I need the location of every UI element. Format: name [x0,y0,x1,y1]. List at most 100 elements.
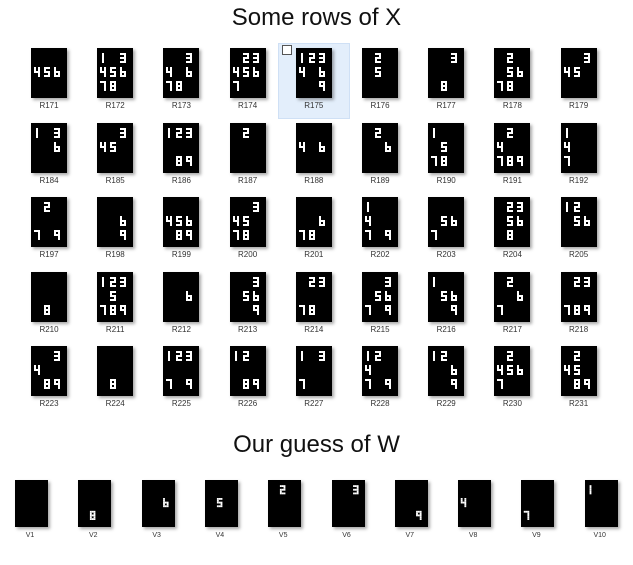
row-thumbnail-R231[interactable]: R231 [544,342,614,416]
w-thumbnail-V2[interactable]: V2 [66,470,120,548]
digit-8-glyph [507,155,514,166]
digit-5-glyph [507,216,514,226]
w-label: V10 [593,532,606,539]
digit-2-glyph [242,127,249,138]
row-thumbnail-R177[interactable]: R177 [411,44,481,118]
row-thumbnail-R175[interactable]: R175 [277,43,350,119]
digit-4-glyph [100,67,107,77]
digit-6-glyph [517,365,524,375]
row-thumbnail-R211[interactable]: R211 [80,268,150,342]
row-thumbnail-R201[interactable]: R201 [279,193,349,267]
digit-5-glyph [242,290,249,301]
digit-5-glyph [441,290,448,301]
row-thumbnail-R212[interactable]: R212 [146,268,216,342]
digit-7-glyph [232,230,239,240]
digit-6-glyph [517,67,524,77]
row-thumbnail-R205[interactable]: R205 [544,193,614,267]
row-thumbnail-R191[interactable]: R191 [477,119,547,193]
digit-6-glyph [517,290,524,301]
row-image [560,122,597,173]
row-thumbnail-R224[interactable]: R224 [80,342,150,416]
row-thumbnail-R178[interactable]: R178 [477,44,547,118]
w-thumbnail-V4[interactable]: V4 [193,470,247,548]
row-label: R204 [502,250,522,259]
digit-4-glyph [365,365,371,375]
row-thumbnail-R230[interactable]: R230 [477,342,547,416]
digit-2-glyph [507,351,514,361]
digit-7-glyph [298,230,305,240]
row-thumbnail-R185[interactable]: R185 [80,119,150,193]
digit-thumbnail-svg [295,122,332,173]
digit-thumbnail-svg [31,346,67,396]
row-image [295,122,332,173]
digit-5-glyph [216,498,223,508]
digit-7-glyph [497,304,504,315]
digit-6-glyph [451,365,458,375]
row-thumbnail-R202[interactable]: R202 [345,193,415,267]
digit-9-glyph [54,230,60,240]
row-thumbnail-R171[interactable]: R171 [14,44,84,118]
row-label: R230 [502,399,522,408]
digit-2-glyph [507,276,514,287]
digit-1-glyph [102,53,105,63]
digit-4-glyph [34,365,40,375]
w-thumbnail-V5[interactable]: V5 [256,470,310,548]
row-thumbnail-R187[interactable]: R187 [213,119,283,193]
w-thumbnail-V10[interactable]: V10 [573,470,627,548]
digit-4-glyph [563,67,570,77]
row-thumbnail-R172[interactable]: R172 [80,44,150,118]
row-thumbnail-R217[interactable]: R217 [477,268,547,342]
digit-6-glyph [186,67,193,77]
row-thumbnail-R204[interactable]: R204 [477,193,547,267]
row-thumbnail-R197[interactable]: R197 [14,193,84,267]
row-thumbnail-R225[interactable]: R225 [146,342,216,416]
w-thumbnail-V9[interactable]: V9 [509,470,563,548]
row-label: R212 [171,324,191,334]
row-thumbnail-R184[interactable]: R184 [14,119,84,193]
row-thumbnail-R227[interactable]: R227 [279,342,349,416]
row-thumbnail-R215[interactable]: R215 [345,268,415,342]
row-thumbnail-R176[interactable]: R176 [345,44,415,118]
w-thumbnail-V6[interactable]: V6 [320,470,374,548]
digit-5-glyph [507,365,514,375]
row-thumbnail-R190[interactable]: R190 [411,119,481,193]
row-thumbnail-R229[interactable]: R229 [411,342,481,416]
row-thumbnail-R213[interactable]: R213 [213,268,283,342]
digit-6-glyph [451,216,458,226]
w-thumbnail-V7[interactable]: V7 [383,470,437,548]
digit-6-glyph [54,141,60,152]
row-image [97,271,134,322]
row-thumbnail-R174[interactable]: R174 [213,44,283,118]
row-thumbnail-R173[interactable]: R173 [146,44,216,118]
row-thumbnail-R200[interactable]: R200 [213,193,283,267]
selection-checkbox[interactable] [281,45,292,55]
row-label: R198 [105,250,125,259]
row-thumbnail-R210[interactable]: R210 [14,268,84,342]
row-thumbnail-R179[interactable]: R179 [544,44,614,118]
row-thumbnail-R199[interactable]: R199 [146,193,216,267]
row-thumbnail-R223[interactable]: R223 [14,342,84,416]
row-thumbnail-R226[interactable]: R226 [213,342,283,416]
row-label: R215 [370,324,390,334]
digit-thumbnail-svg [584,480,618,527]
digit-6-glyph [583,216,590,226]
row-label: R224 [105,399,125,408]
row-thumbnail-R216[interactable]: R216 [411,268,481,342]
digit-5-glyph [242,216,249,226]
row-thumbnail-R192[interactable]: R192 [544,119,614,193]
row-thumbnail-R189[interactable]: R189 [345,119,415,193]
w-thumbnail-V8[interactable]: V8 [446,470,500,548]
w-thumbnail-V3[interactable]: V3 [130,470,184,548]
row-thumbnail-R214[interactable]: R214 [279,268,349,342]
digit-4-glyph [166,67,173,77]
row-thumbnail-R186[interactable]: R186 [146,119,216,193]
row-thumbnail-R218[interactable]: R218 [544,268,614,342]
digit-2-glyph [375,53,381,63]
row-thumbnail-R228[interactable]: R228 [345,342,415,416]
w-thumbnail-V1[interactable]: V1 [3,470,57,548]
row-thumbnail-R188[interactable]: R188 [279,119,349,193]
digit-9-glyph [120,230,127,240]
row-thumbnail-R198[interactable]: R198 [80,193,150,267]
row-thumbnail-R203[interactable]: R203 [411,193,481,267]
row-image [229,346,266,396]
